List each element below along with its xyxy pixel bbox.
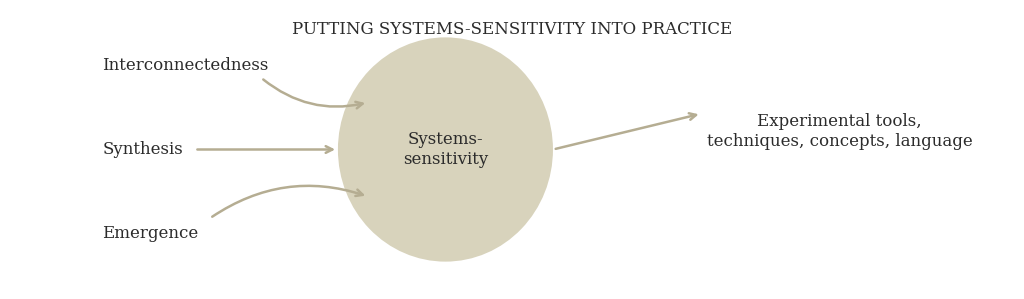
Text: Systems-
sensitivity: Systems- sensitivity [402, 131, 488, 168]
Text: Synthesis: Synthesis [102, 141, 183, 158]
Ellipse shape [338, 37, 553, 262]
Text: Experimental tools,
techniques, concepts, language: Experimental tools, techniques, concepts… [707, 113, 973, 150]
Text: Emergence: Emergence [102, 225, 199, 242]
Text: Interconnectedness: Interconnectedness [102, 57, 268, 74]
Text: PUTTING SYSTEMS-SENSITIVITY INTO PRACTICE: PUTTING SYSTEMS-SENSITIVITY INTO PRACTIC… [292, 21, 732, 38]
